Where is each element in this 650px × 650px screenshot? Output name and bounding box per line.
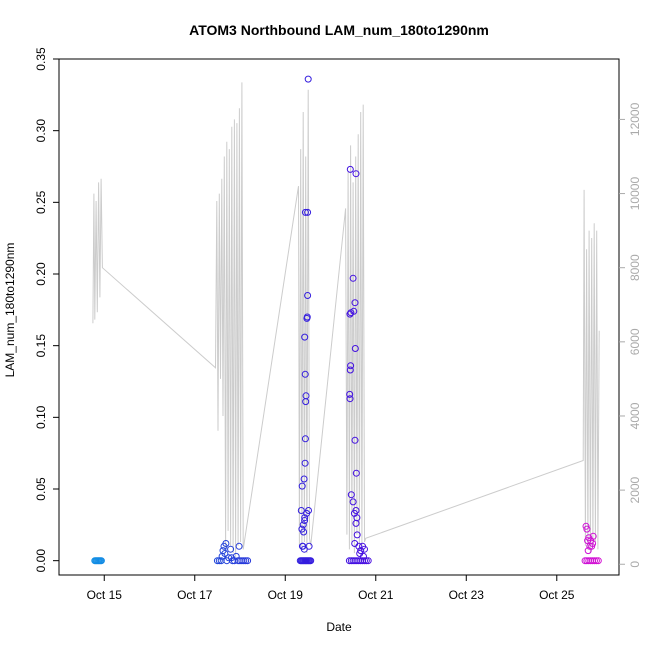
y-left-tick-label: 0.30 [34,119,48,143]
data-point [301,333,309,341]
data-point [360,552,367,560]
y-right-tick-label: 12000 [628,102,642,136]
plot-box [58,58,620,576]
data-point [352,170,360,178]
data-point [304,208,312,216]
data-point [97,557,105,565]
y-left-tick-label: 0.25 [34,190,48,214]
data-point [352,469,360,477]
data-point [594,557,602,565]
x-axis-label: Date [326,620,352,634]
data-point [591,557,598,565]
data-point [589,540,597,547]
data-point [347,491,355,499]
data-point [584,547,592,555]
data-point [361,545,368,553]
axes-layer [58,58,620,576]
data-point [301,517,309,524]
data-point [228,554,235,562]
gray-series-line [92,82,600,557]
data-point [298,525,306,533]
data-point [346,395,354,403]
data-point [351,345,359,352]
data-point [235,542,243,550]
y-right-tick-label: 4000 [628,402,642,429]
y-axis-left-ticks: 0.00 0.05 0.10 0.15 0.20 0.25 0.30 0.35 [34,47,59,572]
y-right-tick-label: 8000 [628,254,642,281]
scatter-points-layer [91,75,602,565]
data-point [301,370,309,378]
x-tick-label: Oct 23 [449,588,485,602]
x-axis-ticks: Oct 15 Oct 17 Oct 19 Oct 21 Oct 23 Oct 25 [87,575,575,602]
data-point [221,550,229,557]
x-tick-label: Oct 21 [358,588,394,602]
data-point [351,436,359,444]
data-point [583,525,591,533]
y-right-tick-label: 0 [628,561,642,568]
data-point [297,507,305,514]
x-tick-label: Oct 19 [268,588,304,602]
y-left-tick-label: 0.05 [34,477,48,501]
data-point [592,557,600,565]
y-left-tick-label: 0.35 [34,47,48,71]
data-point [349,498,357,506]
data-point [301,514,309,522]
data-point [355,542,363,550]
data-point [227,545,235,553]
data-point [304,75,312,83]
data-point [346,366,354,374]
data-point [353,531,361,539]
y-right-tick-label: 2000 [628,476,642,503]
data-point [303,509,311,517]
data-point [364,557,372,565]
y-left-tick-label: 0.00 [34,549,48,573]
x-tick-label: Oct 25 [539,588,575,602]
data-point [357,547,365,555]
data-point [298,482,306,490]
data-point [301,208,309,216]
data-point [349,274,357,282]
y-right-tick-label: 6000 [628,328,642,355]
data-point [213,557,221,565]
y-axis-right-ticks: 0 2000 4000 6000 8000 10000 12000 [619,102,642,568]
y-axis-label: LAM_num_180to1290nm [3,243,17,378]
data-point [346,390,354,398]
data-point [352,519,360,527]
data-point [347,362,355,370]
data-point [222,540,230,547]
data-point [242,557,250,565]
data-point [304,292,312,299]
data-point [240,557,248,565]
data-point [346,165,354,173]
gray-series-layer [92,82,600,557]
data-point [301,435,309,443]
data-point [302,392,310,400]
y-left-tick-label: 0.15 [34,334,48,358]
data-point [299,521,307,529]
data-point [301,459,309,467]
data-point [589,532,597,540]
x-tick-label: Oct 15 [87,588,123,602]
data-point [351,299,359,307]
y-right-tick-label: 10000 [628,177,642,211]
data-point [300,475,308,483]
chart-title: ATOM3 Northbound LAM_num_180to1290nm [189,22,489,38]
data-point [303,313,311,321]
data-point [244,557,252,565]
x-tick-label: Oct 17 [177,588,213,602]
data-point [350,307,358,315]
data-point [300,545,308,553]
data-point [232,552,240,560]
data-point [588,542,596,550]
data-point [307,557,315,565]
y-left-tick-label: 0.10 [34,405,48,429]
y-left-tick-label: 0.20 [34,262,48,286]
